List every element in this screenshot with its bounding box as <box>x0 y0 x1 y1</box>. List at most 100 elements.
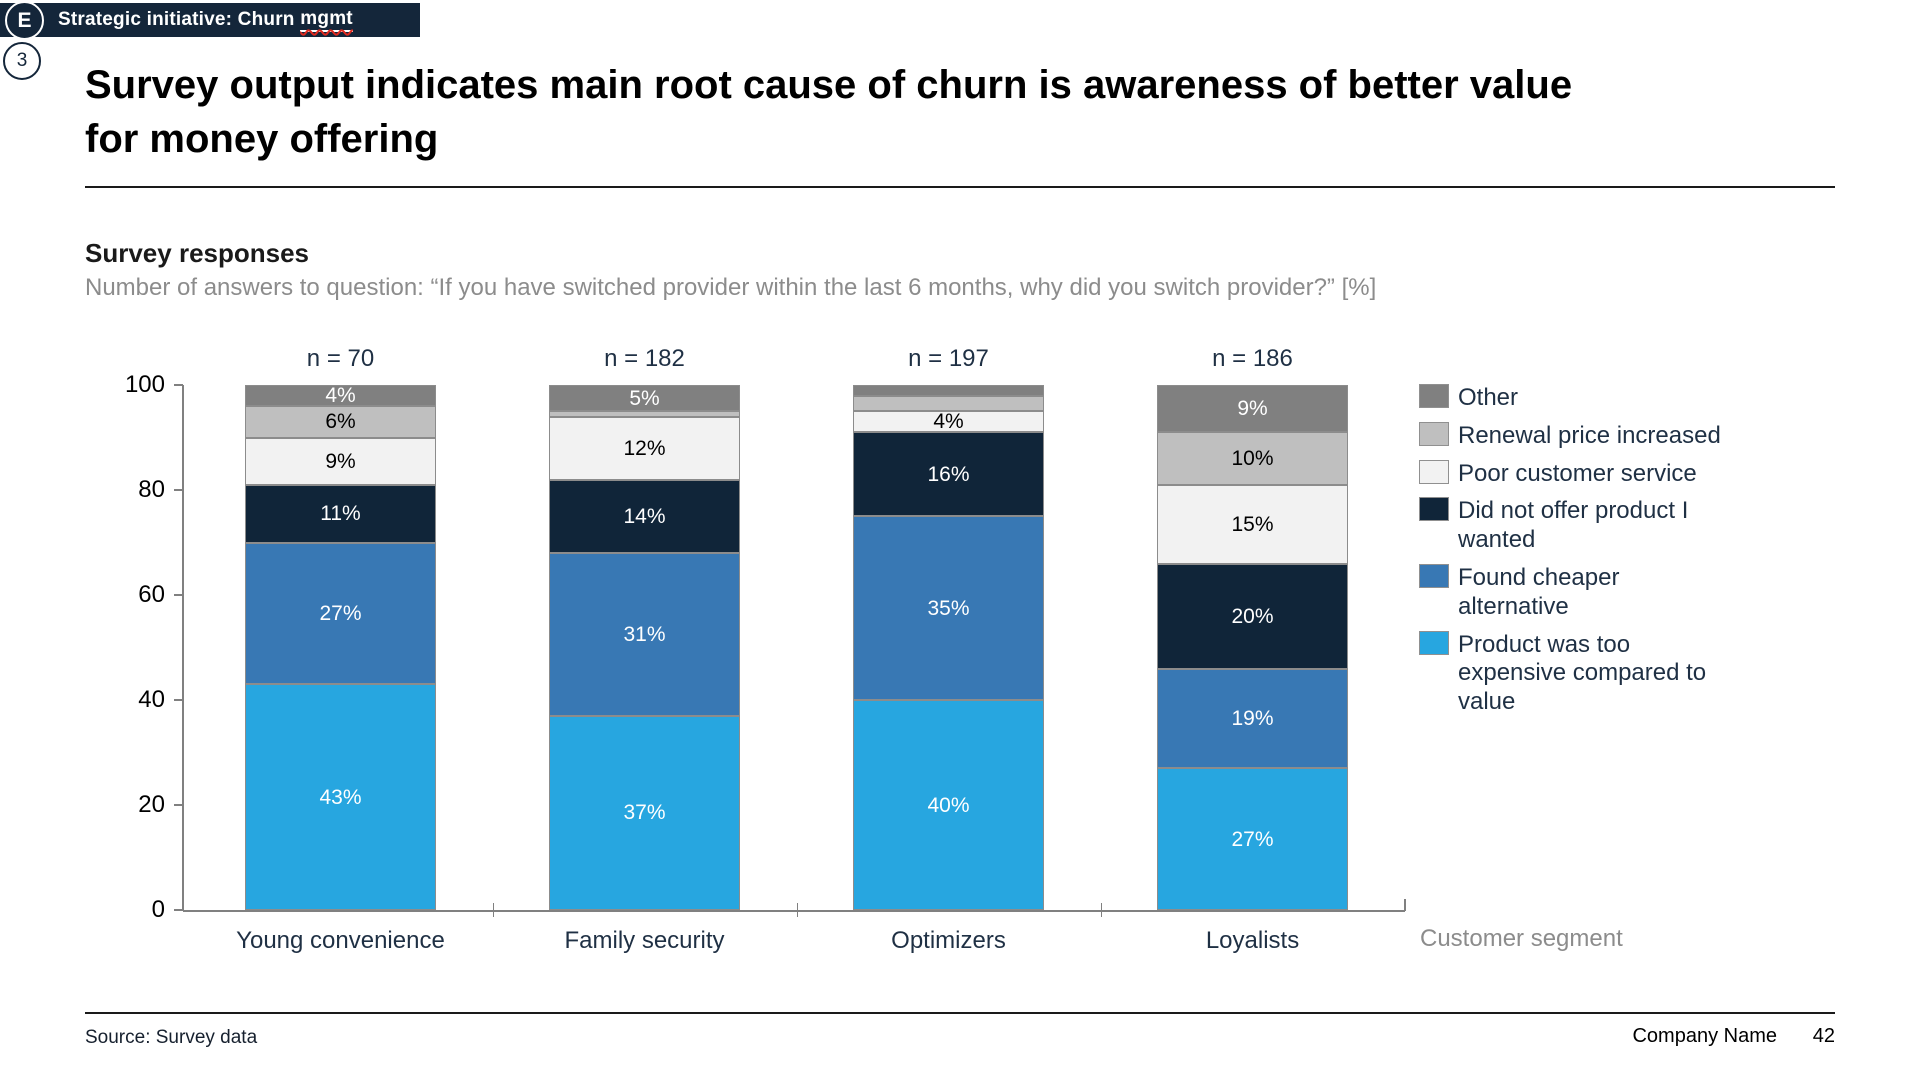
segment-value-label: 4% <box>325 384 356 407</box>
initiative-letter-badge: E <box>5 1 44 40</box>
bar-segment <box>549 411 740 417</box>
y-axis-tick-label: 40 <box>138 686 165 713</box>
segment-value-label: 43% <box>319 785 362 809</box>
y-axis-tick <box>174 594 183 596</box>
bar-segment: 20% <box>1157 563 1348 669</box>
category-label: Family security <box>564 927 725 954</box>
bar-segment <box>853 395 1044 412</box>
y-axis-tick <box>174 699 183 701</box>
bar-segment <box>853 385 1044 396</box>
legend-label: Found cheaper alternative <box>1458 563 1620 620</box>
legend-item: Renewal price increased <box>1419 421 1734 451</box>
segment-value-label: 4% <box>933 410 964 434</box>
legend-label: Product was too expensive compared to va… <box>1458 630 1707 716</box>
segment-value-label: 37% <box>623 801 666 825</box>
x-axis-line <box>183 910 1405 912</box>
sample-size-label: n = 70 <box>306 345 375 372</box>
bar-segment: 9% <box>1157 385 1348 433</box>
legend-swatch <box>1419 563 1449 588</box>
x-axis-end-tick <box>1404 899 1406 911</box>
sample-size-label: n = 182 <box>604 345 685 372</box>
legend-swatch <box>1419 630 1449 655</box>
segment-value-label: 35% <box>927 596 970 620</box>
bar-segment: 16% <box>853 432 1044 517</box>
segment-value-label: 16% <box>927 462 970 486</box>
bar-segment: 12% <box>549 416 740 480</box>
segment-value-label: 10% <box>1231 447 1274 470</box>
legend-swatch <box>1419 421 1449 446</box>
segment-value-label: 9% <box>1237 397 1268 421</box>
title-divider <box>85 186 1835 188</box>
chart-heading: Survey responses <box>85 238 310 268</box>
plot-area: Customer segment 0 20 40 60 80 100 n = 70 43% 27… <box>125 345 1623 954</box>
segment-value-label: 6% <box>325 410 356 434</box>
x-axis-separator-tick <box>796 903 798 917</box>
bar-segment: 15% <box>1157 484 1348 564</box>
bar-segment: 40% <box>853 700 1044 910</box>
legend-label: Did not offer product I wanted <box>1458 497 1689 554</box>
y-axis-tick-label: 0 <box>151 896 165 923</box>
y-axis-line <box>182 385 184 911</box>
y-axis-tick-label: 20 <box>138 791 165 818</box>
source-note: Source: Survey data <box>85 1027 258 1048</box>
y-axis-tick <box>174 909 183 911</box>
x-axis-title: Customer segment <box>1420 925 1623 952</box>
initiative-letter: E <box>17 8 32 32</box>
strategic-initiative-tagbar: Strategic initiative: Churn mgmt <box>0 3 420 37</box>
stacked-bar: 40% 35% 16% 4% <box>853 385 1044 910</box>
segment-value-label: 20% <box>1231 604 1274 628</box>
bar-segment: 27% <box>1157 768 1348 910</box>
bar-segment: 43% <box>245 684 436 910</box>
bar-segment: 19% <box>1157 668 1348 769</box>
stacked-bar: 27% 19% 20% 15% 10% 9% <box>1157 385 1348 910</box>
segment-value-label: 14% <box>623 504 666 528</box>
bar-segment: 9% <box>245 437 436 485</box>
footer-divider <box>85 1012 1835 1014</box>
chart-subtitle: Number of answers to question: “If you h… <box>85 274 1377 301</box>
y-axis-tick-label: 60 <box>138 581 165 608</box>
legend-label: Poor customer service <box>1458 459 1697 487</box>
segment-value-label: 19% <box>1231 706 1274 730</box>
y-axis-tick-label: 100 <box>124 371 165 398</box>
bar-segment: 11% <box>245 484 436 543</box>
sample-size-label: n = 197 <box>908 345 989 372</box>
legend-swatch <box>1419 384 1449 408</box>
bar-segment: 37% <box>549 715 740 910</box>
slide-number-badge: 3 <box>3 42 41 80</box>
segment-value-label: 31% <box>623 622 666 646</box>
bar-segment: 10% <box>1157 432 1348 485</box>
legend-item: Did not offer product I wanted <box>1419 497 1734 555</box>
y-axis-tick <box>174 804 183 806</box>
page-title: Survey output indicates main root cause … <box>85 63 1573 161</box>
category-label: Young convenience <box>236 927 445 954</box>
tagbar-text: Strategic initiative: Churn mgmt <box>58 3 353 37</box>
bar-segment: 27% <box>245 542 436 685</box>
segment-value-label: 15% <box>1231 512 1274 536</box>
x-axis-separator-tick <box>492 903 494 917</box>
y-axis-tick <box>174 384 183 386</box>
bar-segment: 4% <box>245 385 436 406</box>
company-name: Company Name <box>1632 1025 1777 1047</box>
y-axis-tick-label: 80 <box>138 476 165 503</box>
legend-swatch <box>1419 459 1449 484</box>
legend-label: Other <box>1458 384 1519 411</box>
y-axis-tick <box>174 489 183 491</box>
tagbar-misspelled-word: mgmt <box>300 8 353 32</box>
segment-value-label: 12% <box>623 436 666 460</box>
segment-value-label: 27% <box>1231 827 1274 851</box>
sample-size-label: n = 186 <box>1212 345 1293 372</box>
legend-label: Renewal price increased <box>1458 421 1721 449</box>
stacked-bar: 43% 27% 11% 9% 6% 4% <box>245 385 436 910</box>
segment-value-label: 27% <box>319 601 362 625</box>
stacked-bar: 37% 31% 14% 12% 5% <box>549 385 740 910</box>
bar-segment: 6% <box>245 406 436 438</box>
legend-item: Poor customer service <box>1419 459 1734 489</box>
segment-value-label: 5% <box>629 386 660 410</box>
bar-segment: 5% <box>549 385 740 412</box>
segment-value-label: 40% <box>927 793 970 817</box>
category-label: Loyalists <box>1205 927 1300 954</box>
legend-item: Found cheaper alternative <box>1419 563 1734 622</box>
bar-segment: 31% <box>549 553 740 716</box>
legend-swatch <box>1419 497 1449 522</box>
